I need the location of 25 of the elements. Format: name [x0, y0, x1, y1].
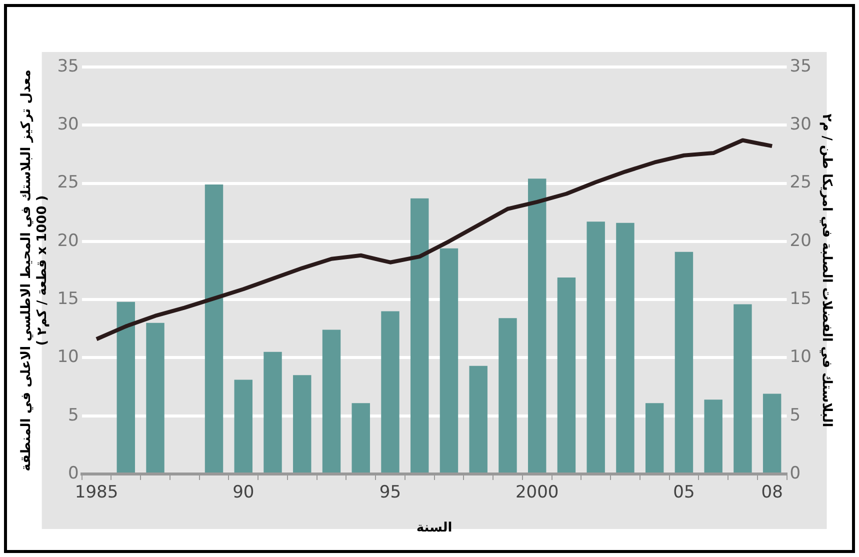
y-axis-title: معدل تركيز البلاستك في المحيط الاطلسي الاعلى في المنطقة ( قطعة / كم٢ x 1000 ): [19, 70, 50, 472]
y-tick-label: 20: [57, 230, 79, 251]
y-tick-label: 15: [57, 288, 79, 309]
y2-tick-label: 25: [790, 172, 812, 193]
y-tick-label: 0: [68, 463, 79, 484]
y2-tick-label: 35: [790, 56, 812, 76]
x-tick-label: 2000: [515, 482, 559, 503]
x-tick-label: 05: [673, 482, 695, 503]
y2-tick-label: 30: [790, 114, 812, 135]
x-tick-label: 1985: [74, 482, 118, 503]
y2-tick-label: 0: [790, 463, 801, 484]
y-tick-label: 10: [57, 347, 79, 368]
y2-tick-label: 10: [790, 347, 812, 368]
x-tick-label: 08: [761, 482, 783, 503]
y2-tick-label: 20: [790, 230, 812, 251]
y2-tick-label: 15: [790, 288, 812, 309]
y-tick-label: 35: [57, 56, 79, 76]
x-tick-label: 90: [232, 482, 254, 503]
y2-tick-label: 5: [790, 405, 801, 426]
y-tick-label: 5: [68, 405, 79, 426]
x-tick-label: 95: [379, 482, 402, 503]
y-tick-label: 25: [57, 172, 79, 193]
x-axis-title: السنة: [416, 520, 452, 536]
y2-axis-title: البلاستك في الفضلات الصلبة في امريكا طن / م٢: [818, 114, 834, 428]
y-tick-label: 30: [57, 114, 79, 135]
